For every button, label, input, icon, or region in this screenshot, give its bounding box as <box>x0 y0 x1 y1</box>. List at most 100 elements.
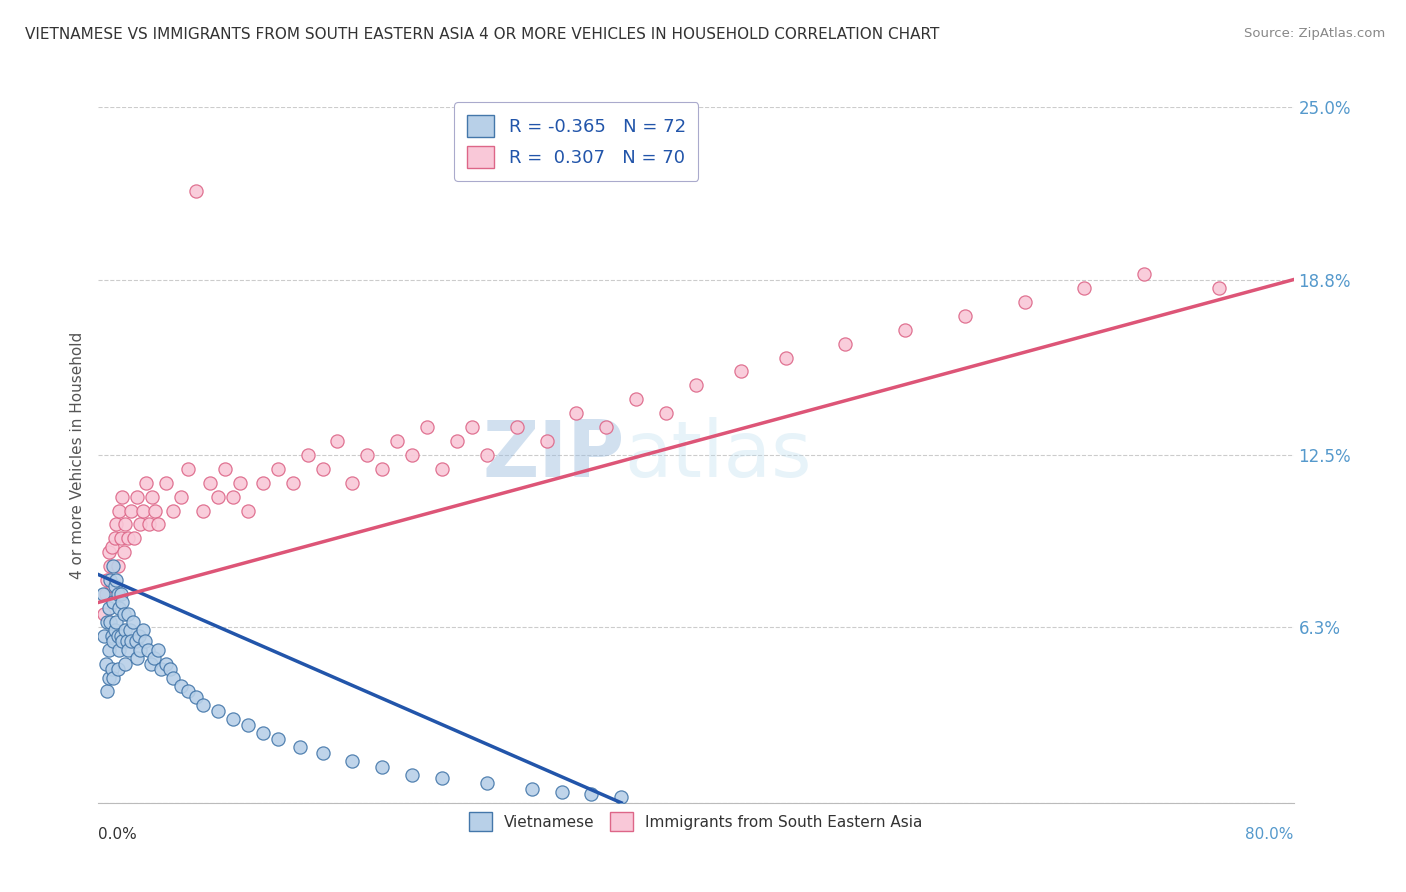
Point <box>214 462 236 476</box>
Point <box>96 684 118 698</box>
Point <box>96 573 118 587</box>
Point <box>1133 267 1156 281</box>
Point <box>127 490 149 504</box>
Point <box>430 771 453 785</box>
Point <box>103 595 125 609</box>
Point <box>288 740 311 755</box>
Point <box>1014 294 1036 309</box>
Point <box>222 490 245 504</box>
Point <box>834 336 856 351</box>
Point <box>520 781 543 796</box>
Point <box>162 671 184 685</box>
Point <box>342 754 364 768</box>
Point <box>685 378 707 392</box>
Point <box>894 323 917 337</box>
Point <box>105 615 128 629</box>
Point <box>191 698 214 713</box>
Point <box>311 462 333 476</box>
Point <box>97 545 120 559</box>
Point <box>110 587 132 601</box>
Point <box>107 559 129 574</box>
Point <box>104 532 127 546</box>
Point <box>93 629 115 643</box>
Point <box>159 662 181 676</box>
Point <box>536 434 558 448</box>
Point <box>416 420 439 434</box>
Point <box>150 662 173 676</box>
Point <box>155 475 177 490</box>
Text: 80.0%: 80.0% <box>1246 827 1294 842</box>
Point <box>111 595 134 609</box>
Point <box>136 642 159 657</box>
Point <box>115 634 138 648</box>
Point <box>98 573 122 587</box>
Point <box>626 392 648 407</box>
Point <box>135 475 157 490</box>
Point <box>124 532 146 546</box>
Point <box>101 540 124 554</box>
Point <box>128 629 150 643</box>
Point <box>125 634 148 648</box>
Point <box>138 517 160 532</box>
Point <box>114 624 136 638</box>
Point <box>475 776 498 790</box>
Point <box>134 634 156 648</box>
Point <box>129 517 152 532</box>
Point <box>162 503 184 517</box>
Point <box>297 448 319 462</box>
Point <box>94 587 117 601</box>
Point <box>371 462 394 476</box>
Text: Source: ZipAtlas.com: Source: ZipAtlas.com <box>1244 27 1385 40</box>
Point <box>101 629 124 643</box>
Point <box>236 718 259 732</box>
Text: 0.0%: 0.0% <box>98 827 138 842</box>
Point <box>117 642 139 657</box>
Point <box>129 642 152 657</box>
Point <box>101 662 124 676</box>
Point <box>184 690 207 704</box>
Point <box>112 607 135 621</box>
Point <box>610 790 633 805</box>
Point <box>118 624 141 638</box>
Point <box>107 629 129 643</box>
Point <box>117 607 139 621</box>
Point <box>430 462 453 476</box>
Point <box>108 503 131 517</box>
Point <box>139 657 162 671</box>
Point <box>117 532 139 546</box>
Point <box>110 532 132 546</box>
Point <box>97 642 120 657</box>
Point <box>114 517 136 532</box>
Point <box>98 559 122 574</box>
Point <box>326 434 349 448</box>
Point <box>200 475 222 490</box>
Point <box>506 420 529 434</box>
Point <box>91 587 114 601</box>
Point <box>127 651 149 665</box>
Point <box>1208 281 1230 295</box>
Point <box>169 679 191 693</box>
Point <box>342 475 364 490</box>
Point <box>97 601 120 615</box>
Point <box>108 642 131 657</box>
Point <box>121 615 143 629</box>
Point <box>112 545 135 559</box>
Point <box>111 634 134 648</box>
Point <box>401 768 423 782</box>
Point <box>148 517 170 532</box>
Point <box>105 573 128 587</box>
Point <box>371 759 394 773</box>
Point <box>252 726 274 740</box>
Point <box>311 746 333 760</box>
Point <box>105 517 128 532</box>
Point <box>98 615 122 629</box>
Point <box>111 490 134 504</box>
Point <box>207 704 229 718</box>
Point <box>103 634 125 648</box>
Point <box>356 448 378 462</box>
Point <box>207 490 229 504</box>
Point <box>222 712 245 726</box>
Point <box>267 462 290 476</box>
Point <box>177 462 200 476</box>
Point <box>461 420 484 434</box>
